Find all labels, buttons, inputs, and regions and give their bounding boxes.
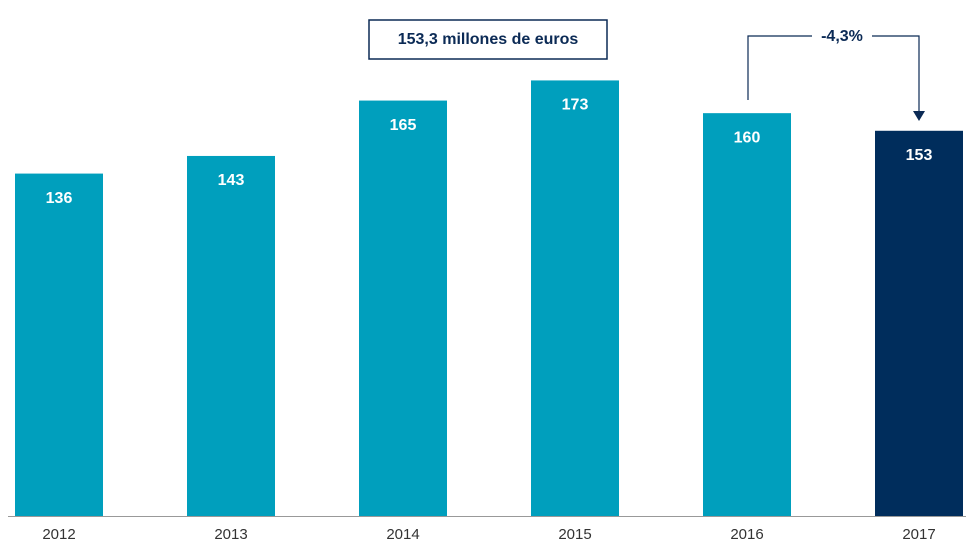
annotation-box xyxy=(368,19,608,60)
value-label: 165 xyxy=(390,117,417,134)
value-label: 153 xyxy=(906,147,933,164)
bar xyxy=(531,80,619,517)
x-tick-label: 2013 xyxy=(214,526,247,543)
change-arrow xyxy=(913,111,925,121)
bar xyxy=(359,100,447,516)
value-label: 136 xyxy=(46,190,73,207)
x-tick-label: 2014 xyxy=(386,526,419,543)
value-label: 143 xyxy=(218,172,245,189)
change-annotation: -4,3% xyxy=(821,28,863,45)
bar xyxy=(875,130,963,516)
x-tick-label: 2012 xyxy=(42,526,75,543)
change-bracket xyxy=(872,35,920,112)
value-label: 160 xyxy=(734,129,761,146)
x-tick-label: 2015 xyxy=(558,526,591,543)
bar xyxy=(15,173,103,517)
x-tick-label: 2016 xyxy=(730,526,763,543)
bar xyxy=(187,155,275,516)
bar xyxy=(703,113,791,517)
change-bracket xyxy=(747,35,812,100)
total-annotation: 153,3 millones de euros xyxy=(398,31,579,48)
value-label: 173 xyxy=(562,97,589,114)
x-tick-label: 2017 xyxy=(902,526,935,543)
